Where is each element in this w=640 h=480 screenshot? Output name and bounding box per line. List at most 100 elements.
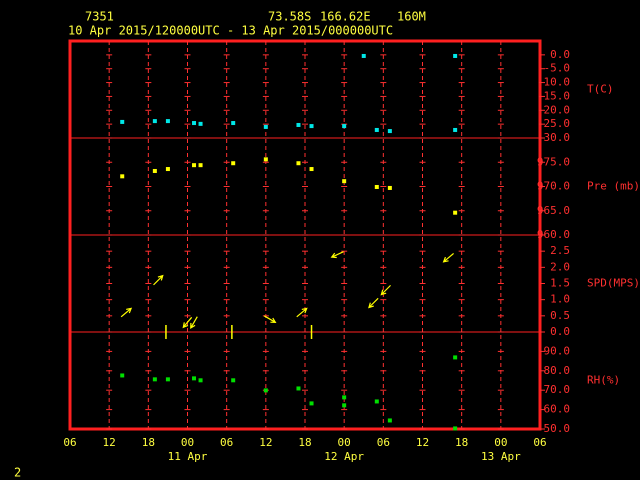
day-label: 12 Apr: [324, 450, 364, 463]
station-id: 7351: [85, 10, 114, 24]
day-label: 13 Apr: [481, 450, 521, 463]
x-tick-label: 12: [416, 436, 429, 449]
wind-arrow: [442, 252, 454, 263]
y-tick-label: 0.0: [550, 325, 570, 338]
data-point: [453, 426, 458, 431]
y-tick-label: -25.0: [537, 117, 570, 130]
data-point: [342, 403, 347, 408]
wind-arrow: [380, 284, 391, 296]
x-tick-label: 00: [338, 436, 351, 449]
data-point: [453, 127, 458, 132]
data-point: [120, 373, 125, 378]
data-point: [152, 119, 157, 124]
data-point: [453, 355, 458, 360]
x-tick-label: 18: [142, 436, 155, 449]
data-point: [263, 157, 268, 162]
y-tick-label: -10.0: [537, 76, 570, 89]
data-point: [374, 127, 379, 132]
y-tick-label: 90.0: [544, 344, 571, 357]
page-number: 2: [14, 466, 21, 480]
elevation: 160M: [397, 10, 426, 24]
y-tick-label: 975.0: [537, 155, 570, 168]
wind-arrow: [296, 307, 308, 318]
y-tick-label: 80.0: [544, 364, 571, 377]
data-point: [263, 388, 268, 393]
data-point: [231, 121, 236, 126]
x-tick-label: 18: [455, 436, 468, 449]
wind-arrow: [330, 251, 344, 259]
data-point: [152, 377, 157, 382]
latitude: 73.58S: [268, 10, 311, 24]
y-axis-label: RH(%): [587, 374, 620, 387]
data-point: [165, 167, 170, 172]
data-point: [387, 129, 392, 134]
y-axis-label: Pre (mb): [587, 180, 640, 193]
data-point: [120, 119, 125, 124]
x-tick-label: 06: [220, 436, 233, 449]
x-tick-label: 00: [494, 436, 507, 449]
data-point: [387, 185, 392, 190]
day-label: 11 Apr: [168, 450, 208, 463]
data-point: [453, 210, 458, 215]
y-tick-label: 965.0: [537, 204, 570, 217]
x-tick-label: 12: [103, 436, 116, 449]
y-tick-label: 2.0: [550, 260, 570, 273]
data-point: [296, 122, 301, 127]
data-point: [296, 386, 301, 391]
data-point: [342, 124, 347, 129]
data-point: [309, 401, 314, 406]
data-point: [120, 174, 125, 179]
x-tick-label: 06: [377, 436, 390, 449]
data-point: [342, 395, 347, 400]
y-tick-label: 1.5: [550, 277, 570, 290]
data-point: [309, 167, 314, 172]
data-point: [231, 378, 236, 383]
x-tick-label: 00: [181, 436, 194, 449]
y-axis-label: T(C): [587, 83, 614, 96]
x-tick-label: 06: [533, 436, 546, 449]
x-tick-label: 06: [63, 436, 76, 449]
y-tick-label: -20.0: [537, 103, 570, 116]
data-point: [361, 53, 366, 58]
y-tick-label: -5.0: [544, 62, 571, 75]
longitude: 166.62E: [320, 10, 371, 24]
y-tick-label: 50.0: [544, 422, 571, 435]
y-tick-label: 970.0: [537, 180, 570, 193]
data-point: [263, 124, 268, 129]
data-point: [374, 399, 379, 404]
y-tick-label: -30.0: [537, 131, 570, 144]
data-point: [198, 121, 203, 126]
data-point: [296, 161, 301, 166]
wind-arrow: [368, 297, 379, 309]
data-point: [192, 163, 197, 168]
wind-arrow: [263, 315, 277, 323]
data-point: [198, 163, 203, 168]
wind-arrow: [190, 316, 198, 330]
data-point: [342, 179, 347, 184]
y-tick-label: 60.0: [544, 403, 571, 416]
data-point: [165, 119, 170, 124]
wind-arrow: [182, 316, 193, 329]
y-axis-label: SPD(MPS): [587, 277, 640, 290]
y-tick-label: 960.0: [537, 228, 570, 241]
data-point: [309, 124, 314, 129]
period: 10 Apr 2015/120000UTC - 13 Apr 2015/0000…: [68, 24, 393, 38]
data-point: [192, 376, 197, 381]
data-point: [198, 378, 203, 383]
data-point: [231, 161, 236, 166]
x-tick-label: 12: [259, 436, 272, 449]
y-tick-label: 0.5: [550, 309, 570, 322]
y-tick-label: 70.0: [544, 383, 571, 396]
y-tick-label: 0.0: [550, 48, 570, 61]
y-tick-label: 2.5: [550, 244, 570, 257]
y-tick-label: 1.0: [550, 293, 570, 306]
y-tick-label: -15.0: [537, 89, 570, 102]
data-point: [192, 121, 197, 126]
data-point: [453, 53, 458, 58]
wind-arrow: [153, 274, 164, 286]
data-point: [152, 168, 157, 173]
data-point: [387, 418, 392, 423]
x-tick-label: 18: [298, 436, 311, 449]
wind-arrow: [120, 307, 133, 318]
